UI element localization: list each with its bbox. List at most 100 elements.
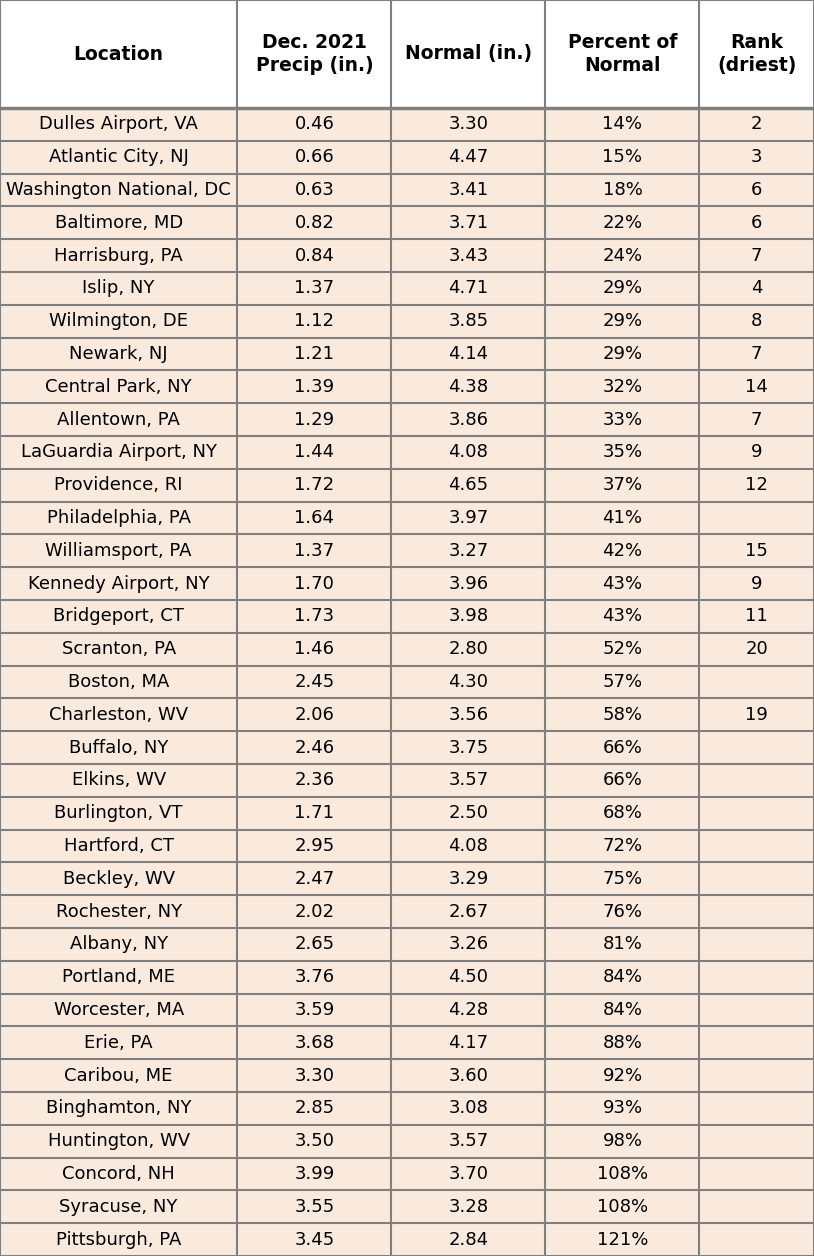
Text: 4: 4 bbox=[751, 279, 763, 298]
Text: 3.70: 3.70 bbox=[449, 1166, 488, 1183]
Text: 2.47: 2.47 bbox=[294, 870, 335, 888]
Text: 7: 7 bbox=[751, 411, 763, 428]
Text: 108%: 108% bbox=[597, 1198, 648, 1216]
Text: 3.57: 3.57 bbox=[449, 771, 488, 790]
Text: 3.41: 3.41 bbox=[449, 181, 488, 198]
Text: 0.84: 0.84 bbox=[295, 246, 335, 265]
Text: 1.39: 1.39 bbox=[295, 378, 335, 396]
Text: 3.71: 3.71 bbox=[449, 214, 488, 232]
Text: 9: 9 bbox=[751, 574, 763, 593]
Text: 42%: 42% bbox=[602, 541, 642, 560]
Bar bbox=[0, 468, 814, 501]
Text: 32%: 32% bbox=[602, 378, 642, 396]
Text: Hartford, CT: Hartford, CT bbox=[63, 836, 173, 855]
Text: 3.30: 3.30 bbox=[295, 1066, 335, 1085]
Text: 14: 14 bbox=[746, 378, 768, 396]
Text: 4.28: 4.28 bbox=[449, 1001, 488, 1019]
Text: Huntington, WV: Huntington, WV bbox=[47, 1132, 190, 1150]
Text: Percent of
Normal: Percent of Normal bbox=[568, 33, 677, 75]
Text: Williamsport, PA: Williamsport, PA bbox=[46, 541, 192, 560]
Text: 0.82: 0.82 bbox=[295, 214, 335, 232]
Text: 52%: 52% bbox=[602, 641, 642, 658]
Bar bbox=[0, 698, 814, 731]
Text: 7: 7 bbox=[751, 345, 763, 363]
Text: Bridgeport, CT: Bridgeport, CT bbox=[53, 608, 184, 625]
Text: 2.80: 2.80 bbox=[449, 641, 488, 658]
Text: 4.71: 4.71 bbox=[449, 279, 488, 298]
Bar bbox=[0, 961, 814, 993]
Text: 121%: 121% bbox=[597, 1231, 648, 1248]
Bar bbox=[0, 731, 814, 764]
Text: 2.85: 2.85 bbox=[295, 1099, 335, 1118]
Text: Islip, NY: Islip, NY bbox=[82, 279, 155, 298]
Text: 3.29: 3.29 bbox=[449, 870, 488, 888]
Text: 24%: 24% bbox=[602, 246, 642, 265]
Text: 4.17: 4.17 bbox=[449, 1034, 488, 1051]
Bar bbox=[0, 1059, 814, 1091]
Text: 4.47: 4.47 bbox=[449, 148, 488, 166]
Text: 98%: 98% bbox=[602, 1132, 642, 1150]
Text: Kennedy Airport, NY: Kennedy Airport, NY bbox=[28, 574, 209, 593]
Text: 4.14: 4.14 bbox=[449, 345, 488, 363]
Text: 7: 7 bbox=[751, 246, 763, 265]
Text: 3.57: 3.57 bbox=[449, 1132, 488, 1150]
Text: 93%: 93% bbox=[602, 1099, 642, 1118]
Bar bbox=[0, 305, 814, 338]
Text: 3.08: 3.08 bbox=[449, 1099, 488, 1118]
Text: 57%: 57% bbox=[602, 673, 642, 691]
Text: 1.73: 1.73 bbox=[295, 608, 335, 625]
Text: 20: 20 bbox=[746, 641, 768, 658]
Text: 1.37: 1.37 bbox=[295, 541, 335, 560]
Bar bbox=[0, 141, 814, 173]
Bar bbox=[0, 1091, 814, 1125]
Bar bbox=[0, 0, 814, 108]
Bar bbox=[0, 600, 814, 633]
Text: 2: 2 bbox=[751, 116, 763, 133]
Text: 14%: 14% bbox=[602, 116, 642, 133]
Text: Binghamton, NY: Binghamton, NY bbox=[46, 1099, 191, 1118]
Text: 15: 15 bbox=[746, 541, 768, 560]
Text: 1.44: 1.44 bbox=[295, 443, 335, 461]
Bar bbox=[0, 436, 814, 468]
Text: Allentown, PA: Allentown, PA bbox=[57, 411, 180, 428]
Text: Beckley, WV: Beckley, WV bbox=[63, 870, 175, 888]
Bar bbox=[0, 928, 814, 961]
Bar bbox=[0, 896, 814, 928]
Bar bbox=[0, 1191, 814, 1223]
Text: Buffalo, NY: Buffalo, NY bbox=[69, 739, 168, 756]
Text: Providence, RI: Providence, RI bbox=[55, 476, 183, 494]
Text: 3.30: 3.30 bbox=[449, 116, 488, 133]
Text: 3.75: 3.75 bbox=[449, 739, 488, 756]
Text: 3.50: 3.50 bbox=[295, 1132, 335, 1150]
Text: Dec. 2021
Precip (in.): Dec. 2021 Precip (in.) bbox=[256, 33, 373, 75]
Text: 22%: 22% bbox=[602, 214, 642, 232]
Bar bbox=[0, 1026, 814, 1059]
Text: 68%: 68% bbox=[602, 804, 642, 823]
Text: 29%: 29% bbox=[602, 279, 642, 298]
Text: Portland, ME: Portland, ME bbox=[62, 968, 175, 986]
Text: Albany, NY: Albany, NY bbox=[70, 936, 168, 953]
Text: 1.70: 1.70 bbox=[295, 574, 335, 593]
Bar bbox=[0, 1125, 814, 1158]
Text: Harrisburg, PA: Harrisburg, PA bbox=[55, 246, 183, 265]
Text: Central Park, NY: Central Park, NY bbox=[46, 378, 192, 396]
Bar bbox=[0, 108, 814, 141]
Text: 2.36: 2.36 bbox=[295, 771, 335, 790]
Text: 3.85: 3.85 bbox=[449, 313, 488, 330]
Text: 3.68: 3.68 bbox=[295, 1034, 335, 1051]
Text: 108%: 108% bbox=[597, 1166, 648, 1183]
Text: 3.98: 3.98 bbox=[449, 608, 488, 625]
Text: 3.99: 3.99 bbox=[294, 1166, 335, 1183]
Text: 4.38: 4.38 bbox=[449, 378, 488, 396]
Bar bbox=[0, 371, 814, 403]
Text: 43%: 43% bbox=[602, 608, 642, 625]
Text: 88%: 88% bbox=[602, 1034, 642, 1051]
Text: 66%: 66% bbox=[602, 771, 642, 790]
Bar bbox=[0, 1158, 814, 1191]
Text: Burlington, VT: Burlington, VT bbox=[55, 804, 183, 823]
Text: 4.65: 4.65 bbox=[449, 476, 488, 494]
Text: 1.46: 1.46 bbox=[295, 641, 335, 658]
Text: 3.26: 3.26 bbox=[449, 936, 488, 953]
Text: 3.28: 3.28 bbox=[449, 1198, 488, 1216]
Text: Syracuse, NY: Syracuse, NY bbox=[59, 1198, 177, 1216]
